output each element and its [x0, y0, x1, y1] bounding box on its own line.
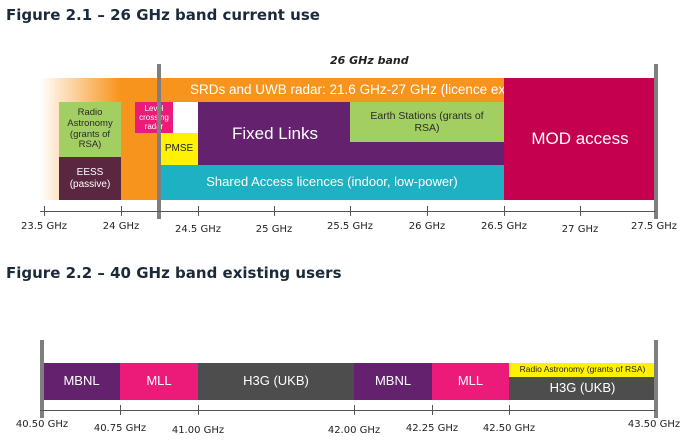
figure-2-tick: [120, 405, 121, 415]
figure-2-tick-label: 40.75 GHz: [93, 423, 147, 434]
figure-2-tick: [432, 405, 433, 415]
figure-2-tick-label: 43.50 GHz: [627, 419, 681, 430]
earth-stations-block: Earth Stations (grants of RSA): [350, 102, 504, 142]
figure-1-tick-label: 27 GHz: [561, 224, 599, 235]
figure-1-tick: [274, 206, 275, 216]
figure-2-tick: [198, 405, 199, 415]
figure-1-tick: [427, 206, 428, 216]
figure-1-tick: [198, 206, 199, 216]
figure-1-tick: [350, 206, 351, 216]
srd-uwb-label: SRDs and UWB radar: 21.6 GHz-27 GHz (lic…: [190, 82, 540, 98]
figure-1-tick-label: 25.5 GHz: [327, 221, 373, 232]
figure-2-tick-label: 42.00 GHz: [327, 425, 381, 436]
radio-astronomy-40ghz-block: Radio Astronomy (grants of RSA): [509, 363, 656, 377]
h3g-block-1: H3G (UKB): [198, 363, 354, 400]
figure-2-tick-label: 42.25 GHz: [405, 423, 459, 434]
mll-block-2: MLL: [432, 363, 509, 400]
band-edge-marker-right: [654, 64, 658, 219]
figure-1-tick-label: 24 GHz: [102, 221, 140, 232]
figure-2-tick: [509, 405, 510, 415]
mll-block-1: MLL: [120, 363, 198, 400]
figure-1-axis: [40, 211, 656, 212]
band-26ghz-label: 26 GHz band: [330, 54, 409, 67]
figure-1-tick-label: 26 GHz: [408, 221, 446, 232]
figure-2-tick-label: 40.50 GHz: [15, 419, 69, 430]
band-edge-marker-left: [157, 64, 161, 219]
figure-1-tick: [504, 206, 505, 216]
mbnl-block-2: MBNL: [354, 363, 432, 400]
h3g-block-2: H3G (UKB): [509, 377, 656, 400]
band-edge-marker-40-left: [40, 340, 44, 418]
shared-access-block: Shared Access licences (indoor, low-powe…: [160, 165, 504, 200]
mbnl-block-1: MBNL: [43, 363, 120, 400]
figure-1-tick: [580, 206, 581, 216]
figure-1-tick-label: 26.5 GHz: [481, 221, 527, 232]
srd-uwb-block: SRDs and UWB radar: 21.6 GHz-27 GHz (lic…: [40, 78, 580, 102]
mod-access-block: MOD access: [504, 78, 656, 200]
figure-1-tick: [44, 206, 45, 216]
figure-1-tick: [121, 206, 122, 216]
figure-1-tick-label: 25 GHz: [255, 224, 293, 235]
figure-2-tick-label: 41.00 GHz: [171, 425, 225, 436]
figure-1-tick-label: 24.5 GHz: [175, 224, 221, 235]
figure-2-title: Figure 2.2 – 40 GHz band existing users: [6, 264, 342, 282]
band-edge-marker-40-right: [654, 340, 658, 418]
figure-1-tick-label: 27.5 GHz: [631, 221, 677, 232]
figure-1-title: Figure 2.1 – 26 GHz band current use: [6, 6, 320, 24]
figure-2-axis: [40, 410, 656, 411]
figure-2-tick-label: 42.50 GHz: [482, 423, 536, 434]
figure-2-tick: [354, 405, 355, 415]
pmse-block: PMSE: [160, 133, 198, 165]
figure-1-tick-label: 23.5 GHz: [21, 221, 67, 232]
radio-astronomy-block: Radio Astronomy (grants of RSA): [59, 102, 121, 157]
eess-block: EESS (passive): [59, 157, 121, 200]
level-crossing-radar-block: Level crossing radar: [135, 102, 173, 133]
